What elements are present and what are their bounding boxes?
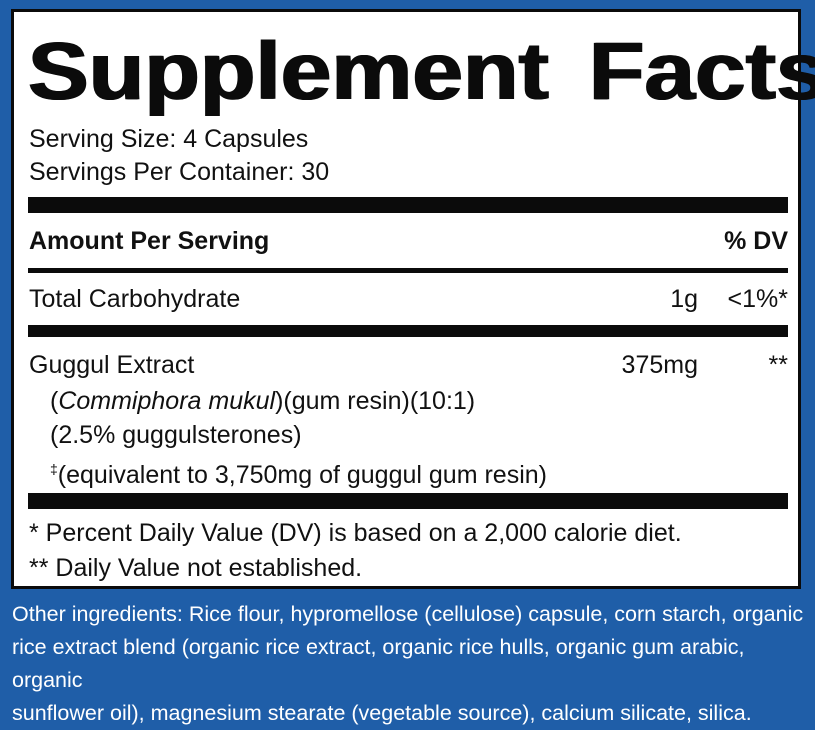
dv-header: % DV — [724, 227, 788, 255]
row-amount-guggul-extract: 375mg — [621, 351, 698, 379]
panel-title: Supplement Facts — [28, 17, 815, 127]
other-ingredients-line-3: sunflower oil), magnesium stearate (vege… — [12, 701, 752, 725]
guggul-species-line: (Commiphora mukul)(gum resin)(10:1) — [50, 386, 475, 416]
other-ingredients: Other ingredients: Rice flour, hypromell… — [12, 598, 808, 730]
guggul-equivalent-line: ‡(equivalent to 3,750mg of guggul gum re… — [50, 454, 547, 490]
serving-size: Serving Size: 4 Capsules — [29, 125, 309, 153]
divider-thick-bottom — [28, 493, 788, 509]
title-word-supplement: Supplement — [28, 26, 549, 117]
footnote-dv-not-established: ** Daily Value not established. — [29, 554, 363, 582]
species-open-paren: ( — [50, 387, 59, 415]
other-ingredients-line-1: Other ingredients: Rice flour, hypromell… — [12, 602, 804, 626]
row-name-total-carbohydrate: Total Carbohydrate — [29, 285, 241, 313]
guggul-equivalent: (equivalent to 3,750mg of guggul gum res… — [57, 461, 547, 489]
row-name-guggul-extract: Guggul Extract — [29, 351, 195, 379]
species-rest: )(gum resin)(10:1) — [275, 387, 476, 415]
supplement-facts-panel: Supplement Facts Serving Size: 4 Capsules… — [11, 9, 815, 589]
divider-thick-top — [28, 197, 788, 213]
species-name: Commiphora mukul — [58, 387, 276, 415]
other-ingredients-line-2: rice extract blend (organic rice extract… — [12, 635, 745, 692]
dagger-mark: ‡ — [50, 461, 58, 477]
row-amount-total-carbohydrate: 1g — [670, 285, 698, 313]
guggul-standardization: (2.5% guggulsterones) — [50, 421, 302, 449]
divider-mid — [28, 325, 788, 337]
servings-per-container: Servings Per Container: 30 — [29, 158, 330, 186]
row-dv-total-carbohydrate: <1%* — [727, 285, 788, 313]
title-word-facts: Facts — [588, 26, 815, 117]
amount-per-serving-header: Amount Per Serving — [29, 227, 270, 255]
footnote-percent-dv: * Percent Daily Value (DV) is based on a… — [29, 519, 682, 547]
divider-header — [28, 268, 788, 273]
row-dv-guggul-extract: ** — [768, 351, 788, 379]
